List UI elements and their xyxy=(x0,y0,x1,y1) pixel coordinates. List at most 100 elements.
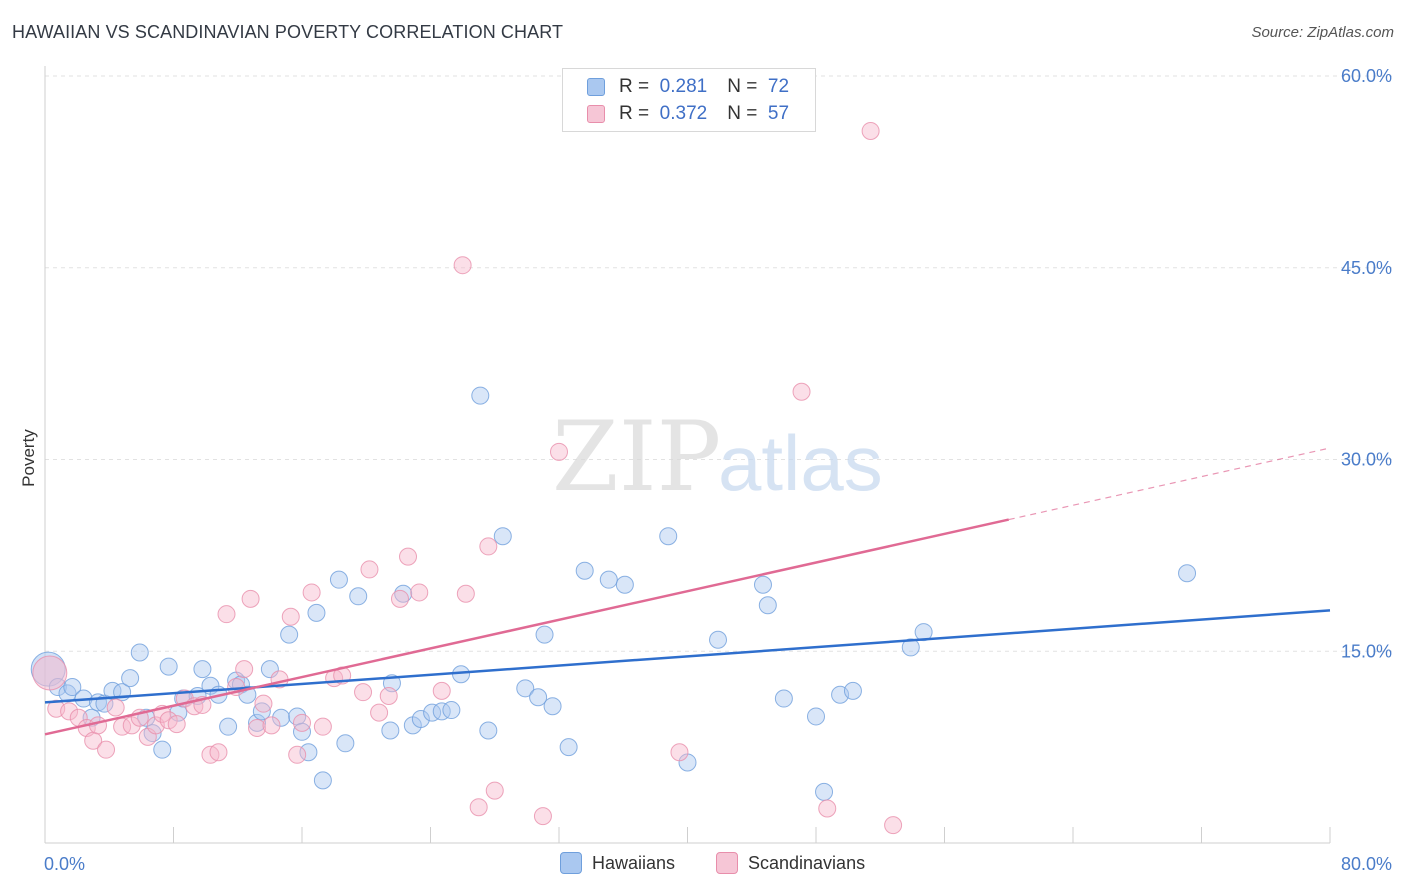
scandinavians-point xyxy=(818,799,837,818)
r-label: R = xyxy=(619,76,650,97)
x-tick-label: 0.0% xyxy=(44,854,85,874)
hawaiians-point xyxy=(313,771,332,790)
scandinavians-point xyxy=(456,584,475,603)
hawaiians-point xyxy=(843,681,862,700)
scandinavians-legend-swatch xyxy=(716,852,738,874)
scandinavians-swatch xyxy=(587,105,605,123)
scandinavians-point xyxy=(432,681,451,700)
y-tick-labels: 15.0% 30.0% 45.0% 60.0% xyxy=(1341,66,1392,661)
scandinavians-point xyxy=(360,560,379,579)
scandinavians-point xyxy=(379,686,398,705)
y-tick-label: 45.0% xyxy=(1341,258,1392,278)
scandinavians-point xyxy=(106,698,125,717)
hawaiians-point xyxy=(815,782,834,801)
hawaiians-point xyxy=(299,743,318,762)
chart-title: HAWAIIAN VS SCANDINAVIAN POVERTY CORRELA… xyxy=(12,22,564,42)
hawaiians-point xyxy=(411,710,430,729)
stats-legend: R = 0.281 N = 72 R = 0.372 N = 57 xyxy=(562,68,816,132)
hawaiians-point xyxy=(423,703,442,722)
scandinavians-point xyxy=(670,743,689,762)
hawaiians-point xyxy=(559,738,578,757)
hawaiians-point xyxy=(479,721,498,740)
hawaiians-point xyxy=(329,570,348,589)
y-axis-label: Poverty xyxy=(19,429,38,487)
r-label: R = xyxy=(619,103,650,124)
scandinavians-point xyxy=(167,715,186,734)
hawaiians-point xyxy=(493,527,512,546)
scandinavians-point xyxy=(32,655,68,691)
source-note: Source: ZipAtlas.com xyxy=(1251,24,1394,41)
series-legend: Hawaiians Scandinavians xyxy=(0,852,1406,878)
scandinavians-point xyxy=(861,121,880,140)
hawaiians-point xyxy=(659,527,678,546)
scandinavians-point xyxy=(241,589,260,608)
hawaiians-point xyxy=(280,625,299,644)
x-tick-labels: 0.0% 80.0% xyxy=(44,854,1392,874)
scandinavians-point xyxy=(209,743,228,762)
scandinavians-point xyxy=(281,607,300,626)
scandinavians-point xyxy=(399,547,418,566)
scandinavians-point xyxy=(453,256,472,275)
hawaiians-point xyxy=(394,584,413,603)
hawaiians-point xyxy=(307,603,326,622)
trend-lines xyxy=(44,447,1331,736)
hawaiians-point xyxy=(535,625,554,644)
hawaiians-point xyxy=(753,575,772,594)
scandinavians-point xyxy=(354,683,373,702)
hawaiians-swatch xyxy=(587,78,605,96)
watermark-zip: ZIP xyxy=(552,401,721,513)
series-scandinavians-points xyxy=(32,121,903,835)
hawaiians-point xyxy=(758,596,777,615)
scandinavians-point xyxy=(884,816,903,835)
scandinavians-point xyxy=(248,718,267,737)
y-tick-label: 15.0% xyxy=(1341,641,1392,661)
y-tick-label: 60.0% xyxy=(1341,66,1392,86)
hawaiians-point xyxy=(193,660,212,679)
hawaiians-point xyxy=(599,570,618,589)
legend-label-scandinavians: Scandinavians xyxy=(748,852,866,873)
scandinavians-point xyxy=(288,745,307,764)
hawaiians-point xyxy=(219,717,238,736)
stats-row-hawaiians: R = 0.281 N = 72 xyxy=(587,75,789,99)
hawaiians-point xyxy=(349,587,368,606)
hawaiians-point xyxy=(159,657,178,676)
trend-line-hawaiians xyxy=(44,609,1331,704)
legend-item-hawaiians[interactable]: Hawaiians xyxy=(560,852,675,874)
scandinavians-point xyxy=(89,716,108,735)
r-value: 0.281 xyxy=(659,76,708,97)
scandinavians-point xyxy=(235,660,254,679)
x-tick-label: 80.0% xyxy=(1341,854,1392,874)
scandinavians-point xyxy=(60,702,79,721)
scandinavians-point xyxy=(533,807,552,826)
y-tick-label: 30.0% xyxy=(1341,450,1392,470)
hawaiians-point xyxy=(442,701,461,720)
stats-row-scandinavians: R = 0.372 N = 57 xyxy=(587,102,789,126)
scandinavians-point xyxy=(254,694,273,713)
hawaiians-legend-swatch xyxy=(560,852,582,874)
hawaiians-point xyxy=(901,638,920,657)
hawaiians-point xyxy=(336,734,355,753)
hawaiians-point xyxy=(543,697,562,716)
legend-label-hawaiians: Hawaiians xyxy=(592,852,676,873)
watermark: ZIP atlas xyxy=(552,401,883,513)
hawaiians-point xyxy=(516,679,535,698)
trend-line-dashed-scandinavians xyxy=(1008,447,1331,521)
n-value: 72 xyxy=(767,76,790,97)
scandinavians-point xyxy=(217,605,236,624)
scandinavians-point xyxy=(262,716,281,735)
hawaiians-point xyxy=(63,678,82,697)
axes xyxy=(44,66,1331,844)
hawaiians-point xyxy=(121,669,140,688)
hawaiians-point xyxy=(575,561,594,580)
hawaiians-point xyxy=(529,688,548,707)
hawaiians-point xyxy=(1178,564,1197,583)
watermark-atlas: atlas xyxy=(718,419,883,507)
scandinavians-point xyxy=(469,798,488,817)
scandinavians-point xyxy=(370,703,389,722)
hawaiians-point xyxy=(709,630,728,649)
scandinavians-point xyxy=(97,740,116,759)
r-value: 0.372 xyxy=(659,103,708,124)
scandinavians-point xyxy=(410,583,429,602)
legend-item-scandinavians[interactable]: Scandinavians xyxy=(716,852,865,874)
hawaiians-point xyxy=(615,575,634,594)
